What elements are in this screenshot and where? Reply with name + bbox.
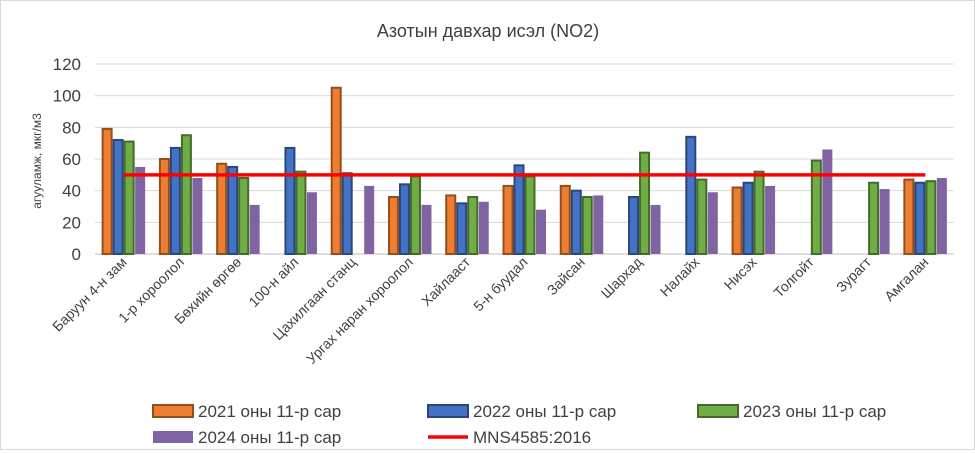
y-tick-label: 40 <box>62 182 81 201</box>
bar-3-10 <box>707 192 718 254</box>
y-tick-label: 20 <box>62 213 81 232</box>
bar-2-13 <box>868 181 880 255</box>
bar-3-14 <box>936 178 947 254</box>
y-tick-label: 60 <box>62 150 81 169</box>
bar-0-0 <box>101 127 113 255</box>
bar-3-13 <box>879 189 890 254</box>
legend-label-2: 2023 оны 11-р сар <box>743 402 886 421</box>
bar-1-8 <box>570 189 582 256</box>
bar-3-0 <box>135 166 146 254</box>
bar-2-1 <box>180 134 192 255</box>
bar-1-5 <box>398 183 410 255</box>
legend-swatch-3 <box>153 431 193 443</box>
bar-3-9 <box>650 204 661 254</box>
bar-0-6 <box>445 194 457 256</box>
x-tick-label: Хайлааст <box>418 253 474 309</box>
x-tick-label: Ургах наран хороолол <box>303 254 416 367</box>
bar-1-6 <box>456 202 468 255</box>
bar-0-8 <box>559 184 571 256</box>
bar-1-2 <box>227 165 239 256</box>
bar-3-11 <box>765 185 776 254</box>
bar-1-11 <box>742 181 754 255</box>
bar-2-11 <box>753 170 765 256</box>
x-tick-label: Шархад <box>598 254 645 301</box>
bar-3-2 <box>249 204 260 254</box>
bar-3-8 <box>593 195 604 254</box>
bar-2-6 <box>467 196 479 255</box>
bar-2-0 <box>123 140 135 255</box>
legend-label-4: MNS4585:2016 <box>473 428 591 447</box>
x-tick-label: Зурагт <box>833 253 875 295</box>
x-tick-label: 5-н буудал <box>470 254 530 314</box>
bar-1-9 <box>628 196 640 255</box>
bar-2-12 <box>810 159 822 255</box>
chart-title: Азотын давхар исэл (NO2) <box>377 21 599 41</box>
x-tick-label: Баруун 4-н зам <box>49 254 130 335</box>
y-axis-label: агууламж, мкг/м3 <box>30 113 44 209</box>
bar-2-9 <box>639 151 651 256</box>
legend-swatch-2 <box>697 404 739 418</box>
x-tick-label: Налайх <box>657 254 703 300</box>
x-tick-label: Толгойт <box>770 253 817 300</box>
y-tick-label: 0 <box>72 245 81 264</box>
bar-2-2 <box>238 177 250 255</box>
bar-1-10 <box>685 135 697 255</box>
bar-2-3 <box>295 170 307 256</box>
bar-1-14 <box>914 181 926 255</box>
bar-0-2 <box>216 162 228 255</box>
bar-2-8 <box>581 196 593 255</box>
bar-3-7 <box>536 209 546 254</box>
bar-2-14 <box>925 180 937 256</box>
legend-swatch-0 <box>152 404 194 418</box>
x-tick-label: Амгалан <box>881 254 931 304</box>
legend-label-1: 2022 оны 11-р сар <box>473 402 616 421</box>
bar-1-4 <box>341 172 353 255</box>
x-tick-label: 100-н айл <box>245 254 301 310</box>
y-tick-label: 100 <box>53 87 81 106</box>
bar-0-4 <box>330 86 342 255</box>
bar-3-5 <box>421 204 432 254</box>
bars <box>101 86 947 256</box>
bar-0-1 <box>158 158 170 255</box>
bar-3-6 <box>478 201 489 254</box>
legend-swatch-1 <box>427 404 469 418</box>
bar-3-4 <box>364 185 375 254</box>
legend: 2021 оны 11-р сар 2022 оны 11-р сар 2023 о… <box>152 402 886 447</box>
legend-label-0: 2021 оны 11-р сар <box>198 402 341 421</box>
bar-0-14 <box>903 178 915 255</box>
bar-0-11 <box>731 186 743 255</box>
bar-3-12 <box>822 149 833 254</box>
bar-0-5 <box>387 196 399 255</box>
bar-2-7 <box>524 175 536 256</box>
bar-1-7 <box>513 164 525 255</box>
bar-1-1 <box>169 146 181 256</box>
bar-3-1 <box>192 178 203 254</box>
y-tick-label: 120 <box>53 55 81 74</box>
bar-0-7 <box>502 184 514 256</box>
y-tick-label: 80 <box>62 118 81 137</box>
legend-label-3: 2024 оны 11-р сар <box>198 428 341 447</box>
bar-3-3 <box>306 192 317 254</box>
x-tick-label: Зайсан <box>544 254 588 298</box>
bar-2-5 <box>409 175 421 256</box>
bar-1-3 <box>284 146 296 256</box>
x-tick-label: Нисэх <box>721 254 760 293</box>
bar-2-10 <box>696 178 708 255</box>
bar-1-0 <box>112 139 124 255</box>
